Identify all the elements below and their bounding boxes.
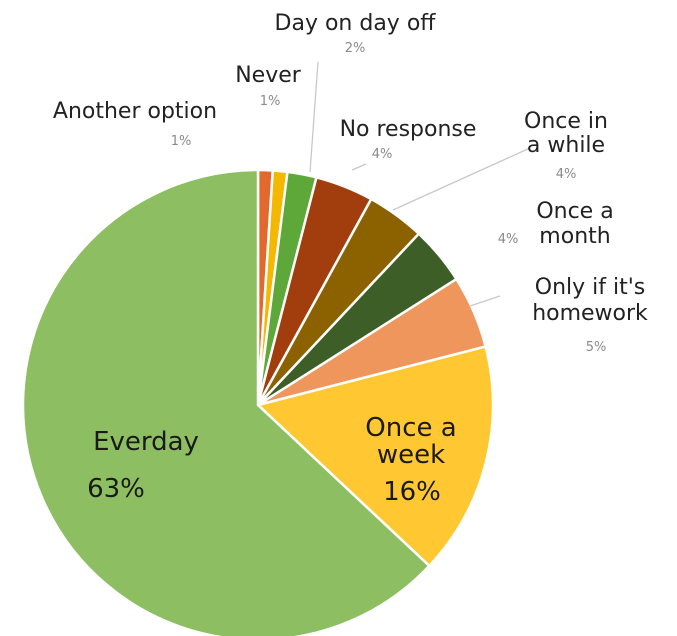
pie-slice-everday: [21, 168, 432, 636]
leader-lines: [309, 61, 531, 307]
slice-label-line2-once-a-month: month: [539, 224, 610, 249]
slice-percent-everday: 63%: [87, 474, 145, 504]
slice-percent-no-response: 4%: [372, 147, 393, 162]
leader-line-once-in-a-while: [392, 147, 531, 211]
slice-percent-day-on-day-off: 2%: [345, 41, 366, 56]
pie-slice-once-a-week: [255, 345, 495, 568]
slice-label-another-option: Another option: [53, 99, 217, 124]
pie-slices: [21, 168, 495, 636]
slice-percent-never: 1%: [260, 94, 281, 109]
slice-label-day-on-day-off: Day on day off: [275, 11, 437, 36]
slice-labels: Another option 1% Never 1% Day on day off 2% N…: [53, 11, 648, 507]
slice-label-once-a-month: Once a: [536, 199, 613, 224]
slice-label-line2-only-if-it-s-homework: homework: [532, 301, 648, 326]
slice-label-no-response: No response: [340, 117, 477, 142]
slice-percent-another-option: 1%: [171, 134, 192, 149]
slice-label-line2-once-in-a-while: a while: [527, 133, 605, 158]
slice-percent-once-a-week: 16%: [383, 477, 441, 507]
slice-percent-once-in-a-while: 4%: [556, 167, 577, 182]
slice-label-line2-once-a-week: week: [377, 440, 445, 470]
leader-line-no-response: [351, 163, 367, 171]
slice-label-everday: Everday: [93, 427, 199, 457]
slice-percent-only-if-it-s-homework: 5%: [586, 340, 607, 355]
slice-label-never: Never: [235, 63, 302, 88]
slice-label-once-a-week: Once a: [365, 413, 456, 443]
leader-line-only-if-it-s-homework: [469, 295, 501, 307]
slice-label-only-if-it-s-homework: Only if it's: [535, 275, 645, 300]
slice-percent-once-a-month: 4%: [498, 232, 519, 247]
leader-line-day-on-day-off: [309, 61, 319, 173]
slice-label-once-in-a-while: Once in: [524, 109, 608, 134]
